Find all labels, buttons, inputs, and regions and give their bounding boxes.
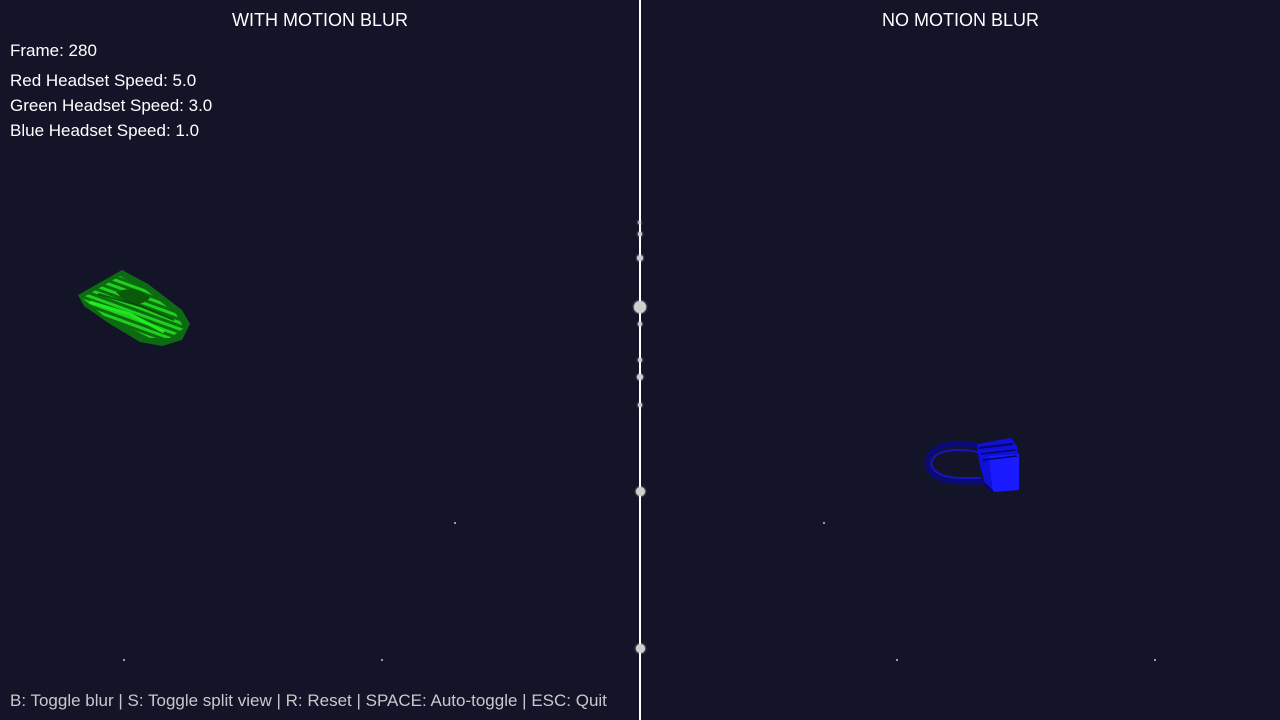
- divider-node: [638, 403, 642, 407]
- background-dot: [454, 522, 456, 524]
- divider-node: [638, 322, 642, 326]
- red-headset-speed: Red Headset Speed: 5.0: [10, 71, 197, 90]
- motion-blur-pane: WITH MOTION BLUR Frame: 280 Red Headset …: [10, 10, 607, 710]
- background-dot: [381, 659, 383, 661]
- divider-node: [636, 644, 645, 653]
- background-dot: [123, 659, 125, 661]
- blue-headset-model: [924, 438, 1019, 493]
- divider-node: [637, 255, 643, 261]
- divider-node: [638, 232, 642, 236]
- green-headset-speed: Green Headset Speed: 3.0: [10, 96, 213, 115]
- controls-help-text: B: Toggle blur | S: Toggle split view | …: [10, 691, 607, 710]
- no-motion-blur-pane: NO MOTION BLUR: [641, 0, 1280, 720]
- divider-node: [638, 221, 641, 224]
- divider-node: [638, 358, 642, 362]
- no-motion-blur-pane-title: NO MOTION BLUR: [881, 10, 1039, 30]
- motion-blur-pane-title: WITH MOTION BLUR: [232, 10, 408, 30]
- green-headset-model: [78, 270, 190, 346]
- divider-node: [634, 301, 646, 313]
- divider-node: [637, 374, 643, 380]
- background-dot: [823, 522, 825, 524]
- frame-counter: Frame: 280: [10, 41, 97, 60]
- background-dot: [1154, 659, 1156, 661]
- divider-node: [636, 487, 645, 496]
- blue-headset-speed: Blue Headset Speed: 1.0: [10, 121, 200, 140]
- background-dot: [896, 659, 898, 661]
